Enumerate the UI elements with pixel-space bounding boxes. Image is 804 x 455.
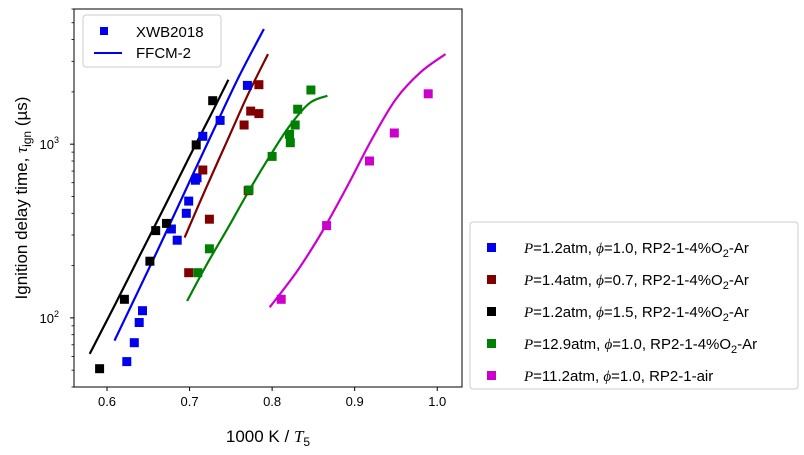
- x-tick-label: 0.9: [346, 394, 364, 409]
- data-point-series-1: [172, 235, 182, 245]
- data-point-series-3: [145, 256, 155, 266]
- data-point-series-5: [389, 128, 399, 138]
- legend-label-ffcm2: FFCM-2: [136, 45, 191, 62]
- x-axis-label: 1000 K / T5: [226, 427, 311, 449]
- legend-marker-series-5: [487, 371, 496, 380]
- legend-marker-xwb2018: [100, 27, 108, 35]
- data-point-series-1: [122, 357, 132, 367]
- data-point-series-5: [322, 221, 332, 231]
- data-point-series-2: [198, 165, 208, 175]
- data-point-series-4: [267, 151, 277, 161]
- data-point-series-4: [285, 138, 295, 148]
- model-curve-series-1: [113, 28, 265, 342]
- data-point-series-3: [208, 96, 218, 106]
- legend-label-series-3: P=1.2atm, ϕ=1.5, RP2-1-4%O2-Ar: [523, 304, 749, 324]
- data-point-series-1: [181, 208, 191, 218]
- data-point-series-5: [276, 294, 286, 304]
- x-tick-label: 0.8: [263, 394, 281, 409]
- legend-label-series-2: P=1.4atm, ϕ=0.7, RP2-1-4%O2-Ar: [523, 272, 749, 292]
- data-point-series-2: [204, 214, 214, 224]
- plot-frame: [73, 8, 463, 388]
- y-axis-ticks: 102 103: [40, 8, 74, 388]
- data-point-series-1: [198, 131, 208, 141]
- data-point-series-2: [184, 268, 194, 278]
- legend-label-series-1: P=1.2atm, ϕ=1.0, RP2-1-4%O2-Ar: [523, 240, 749, 260]
- data-point-series-5: [423, 89, 433, 99]
- data-point-series-3: [162, 218, 171, 228]
- data-point-series-1: [242, 80, 252, 90]
- legend-series: P=1.2atm, ϕ=1.0, RP2-1-4%O2-Ar P=1.4atm, …: [469, 221, 799, 390]
- data-point-series-2: [254, 80, 264, 90]
- data-point-series-1: [166, 224, 176, 234]
- data-point-series-3: [151, 226, 161, 236]
- data-point-series-1: [138, 306, 147, 316]
- data-point-series-1: [134, 318, 144, 327]
- legend-label-xwb2018: XWB2018: [136, 24, 204, 41]
- data-point-series-2: [246, 106, 256, 116]
- x-tick-label: 0.6: [98, 394, 116, 409]
- legend-top: XWB2018 FFCM-2: [82, 14, 222, 68]
- x-axis-ticks: 0.6 0.7 0.8 0.9 1.0: [98, 387, 446, 409]
- model-curves: [88, 28, 447, 355]
- data-point-series-4: [244, 185, 254, 195]
- legend-label-series-5: P=11.2atm, ϕ=1.0, RP2-1-air: [523, 368, 713, 385]
- legend-marker-series-1: [487, 243, 496, 252]
- legend-label-series-4: P=12.9atm, ϕ=1.0, RP2-1-4%O2-Ar: [523, 336, 757, 356]
- data-point-series-3: [95, 364, 105, 374]
- data-point-series-4: [285, 129, 294, 139]
- data-point-series-1: [184, 196, 194, 206]
- data-point-series-1: [129, 338, 139, 348]
- data-point-series-4: [193, 268, 203, 278]
- model-curve-series-3: [88, 79, 230, 355]
- data-point-series-1: [192, 173, 202, 183]
- data-point-series-4: [293, 104, 303, 114]
- data-point-series-5: [365, 156, 374, 166]
- data-point-series-4: [204, 244, 214, 254]
- data-point-series-2: [254, 109, 264, 119]
- data-points: [95, 80, 433, 374]
- y-tick-label: 102: [40, 309, 59, 326]
- x-tick-label: 0.7: [181, 394, 199, 409]
- model-curve-series-2: [183, 53, 269, 239]
- data-point-series-1: [215, 115, 225, 125]
- data-point-series-3: [119, 294, 129, 304]
- model-curve-series-5: [268, 53, 447, 308]
- legend-marker-series-3: [487, 307, 496, 316]
- model-curve-series-4: [186, 94, 328, 302]
- y-axis-label: Ignition delay time, τign (µs): [12, 97, 34, 300]
- y-tick-label: 103: [40, 135, 59, 152]
- legend-marker-series-4: [487, 339, 496, 348]
- data-point-series-2: [239, 120, 249, 130]
- legend-series-box: [469, 221, 799, 390]
- legend-marker-series-2: [487, 275, 496, 284]
- data-point-series-4: [306, 85, 316, 95]
- x-tick-label: 1.0: [428, 394, 446, 409]
- data-point-series-3: [191, 140, 201, 150]
- data-point-series-4: [290, 120, 300, 130]
